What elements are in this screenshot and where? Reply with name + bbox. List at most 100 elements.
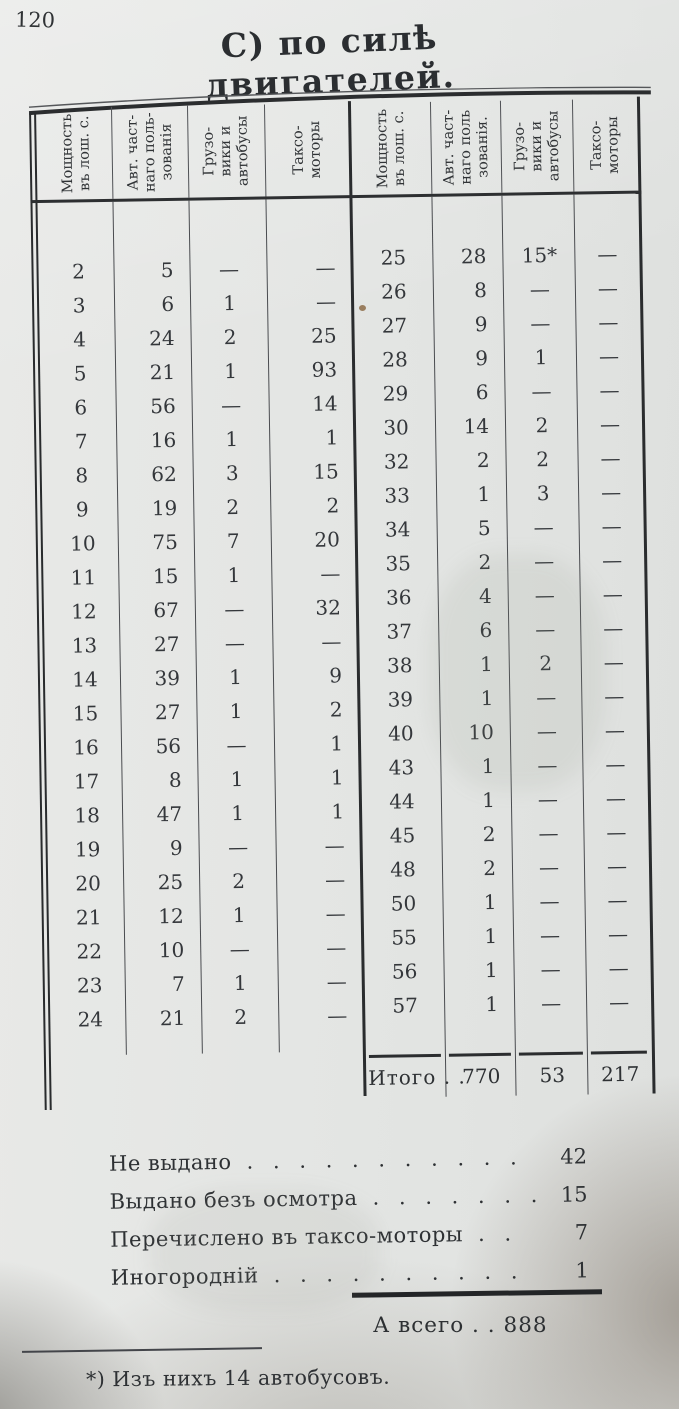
count-cell: — <box>315 255 336 280</box>
page-number: 120 <box>14 7 56 33</box>
table-body: 2 5— —3 6 1—4 24 2 25 5 21 1 93 6 56—14 7 16 1 1 8 62 3 15 9 19… <box>42 250 362 1037</box>
power-hp-cell: 15 <box>72 701 99 726</box>
count-cell: — <box>603 649 624 675</box>
count-cell: 8 <box>168 767 182 793</box>
count-cell: — <box>540 956 561 982</box>
power-hp-cell: 29 <box>382 381 409 406</box>
count-cell: — <box>604 683 625 709</box>
count-cell: — <box>534 582 555 608</box>
count-cell: — <box>326 935 347 960</box>
count-cell: — <box>226 732 247 758</box>
count-cell: — <box>536 718 558 744</box>
power-hp-cell: 36 <box>385 585 412 610</box>
count-cell: — <box>529 277 551 302</box>
count-cell: 25 <box>157 869 184 895</box>
grand-total: А всего . . 888 <box>373 1313 548 1338</box>
power-hp-cell: 37 <box>386 619 413 644</box>
power-hp-cell: 25 <box>380 245 407 270</box>
count-cell: — <box>598 309 619 335</box>
summary-label: Иногородній <box>110 1263 259 1290</box>
count-cell: 2 <box>223 324 237 350</box>
count-cell: 2 <box>232 868 246 894</box>
power-hp-cell: 14 <box>72 667 98 692</box>
count-cell: — <box>601 547 623 573</box>
power-hp-cell: 16 <box>73 735 99 760</box>
count-cell: 9 <box>329 663 343 688</box>
count-cell: — <box>535 616 556 642</box>
power-hp-cell: 56 <box>391 959 418 984</box>
power-hp-cell: 20 <box>75 871 102 896</box>
count-cell: — <box>608 989 630 1015</box>
count-cell: — <box>324 867 346 892</box>
count-cell: 75 <box>152 529 179 555</box>
count-cell: — <box>536 684 557 710</box>
count-cell: 2 <box>539 651 553 676</box>
header-row: Мощность въ лош. с. Авт. част-наго поль-зо… <box>40 103 349 200</box>
power-hp-cell: 55 <box>391 925 417 950</box>
count-cell: — <box>324 833 345 858</box>
power-hp-cell: 57 <box>392 993 419 1018</box>
count-cell: 1 <box>485 991 499 1017</box>
count-cell: — <box>315 289 337 314</box>
power-hp-cell: 6 <box>74 395 88 420</box>
totals-taxi-motors: 217 <box>588 1051 653 1100</box>
count-cell: — <box>229 936 250 962</box>
summary-value: 42 <box>560 1144 588 1169</box>
count-cell: 15* <box>521 242 558 268</box>
count-cell: 27 <box>153 631 180 657</box>
count-cell: 1 <box>330 731 344 756</box>
count-cell: 9 <box>169 835 183 861</box>
count-cell: 8 <box>473 278 488 303</box>
power-hp-cell: 43 <box>388 755 415 780</box>
count-cell: 14 <box>463 413 490 439</box>
count-cell: — <box>326 969 347 994</box>
count-cell: 15 <box>152 563 179 589</box>
totals-row: Итого . . 770 53 217 <box>366 1051 653 1103</box>
count-cell: 15 <box>313 459 339 484</box>
count-cell: — <box>598 343 620 369</box>
count-cell: 2 <box>234 1004 248 1030</box>
count-cell: — <box>227 834 249 860</box>
count-cell: — <box>531 379 552 404</box>
grand-total-label: А всего . . <box>373 1313 496 1338</box>
count-cell: 1 <box>484 957 498 983</box>
summary-value: 15 <box>560 1182 588 1207</box>
summary-label: Выдано безъ осмотра <box>109 1185 358 1214</box>
count-cell: — <box>539 888 560 914</box>
count-cell: — <box>605 785 627 811</box>
count-cell: — <box>540 990 562 1016</box>
count-cell: 1 <box>224 358 238 384</box>
count-cell: — <box>604 717 626 743</box>
summary-label: Не выдано <box>108 1149 232 1176</box>
count-cell: — <box>221 392 242 418</box>
power-hp-cell: 18 <box>74 803 101 828</box>
count-cell: 2 <box>476 447 490 473</box>
count-cell: 3 <box>536 481 550 506</box>
count-cell: 12 <box>158 903 184 929</box>
totals-label: Итого . . <box>366 1054 466 1103</box>
totals-trucks-buses: 53 <box>516 1052 589 1101</box>
count-cell: — <box>224 596 245 622</box>
count-cell: 10 <box>468 719 495 745</box>
count-cell: 1 <box>480 685 494 711</box>
count-cell: — <box>537 786 559 812</box>
table-left-half: Мощность въ лош. с. Авт. част-наго поль-зо… <box>40 103 349 1056</box>
count-cell: 25 <box>310 323 337 348</box>
column-header: Таксо-моторы <box>289 120 324 179</box>
count-cell: — <box>606 853 628 879</box>
header-row: Мощность въ лош. с. Авт. част-наго поль зов… <box>350 99 638 196</box>
count-cell: 14 <box>312 391 338 416</box>
count-cell: 56 <box>155 733 182 759</box>
count-cell: 1 <box>534 345 548 370</box>
power-hp-cell: 30 <box>383 415 409 440</box>
power-hp-cell: 35 <box>385 551 412 576</box>
count-cell: 2 <box>482 821 496 847</box>
count-cell: 1 <box>232 902 246 928</box>
power-hp-cell: 26 <box>381 279 407 304</box>
count-cell: 4 <box>478 583 492 609</box>
dot-leader: . . <box>477 1221 512 1247</box>
power-hp-cell: 48 <box>390 857 416 882</box>
count-cell: 2 <box>326 493 340 518</box>
count-cell: 20 <box>314 527 341 552</box>
count-cell: 1 <box>331 799 345 824</box>
